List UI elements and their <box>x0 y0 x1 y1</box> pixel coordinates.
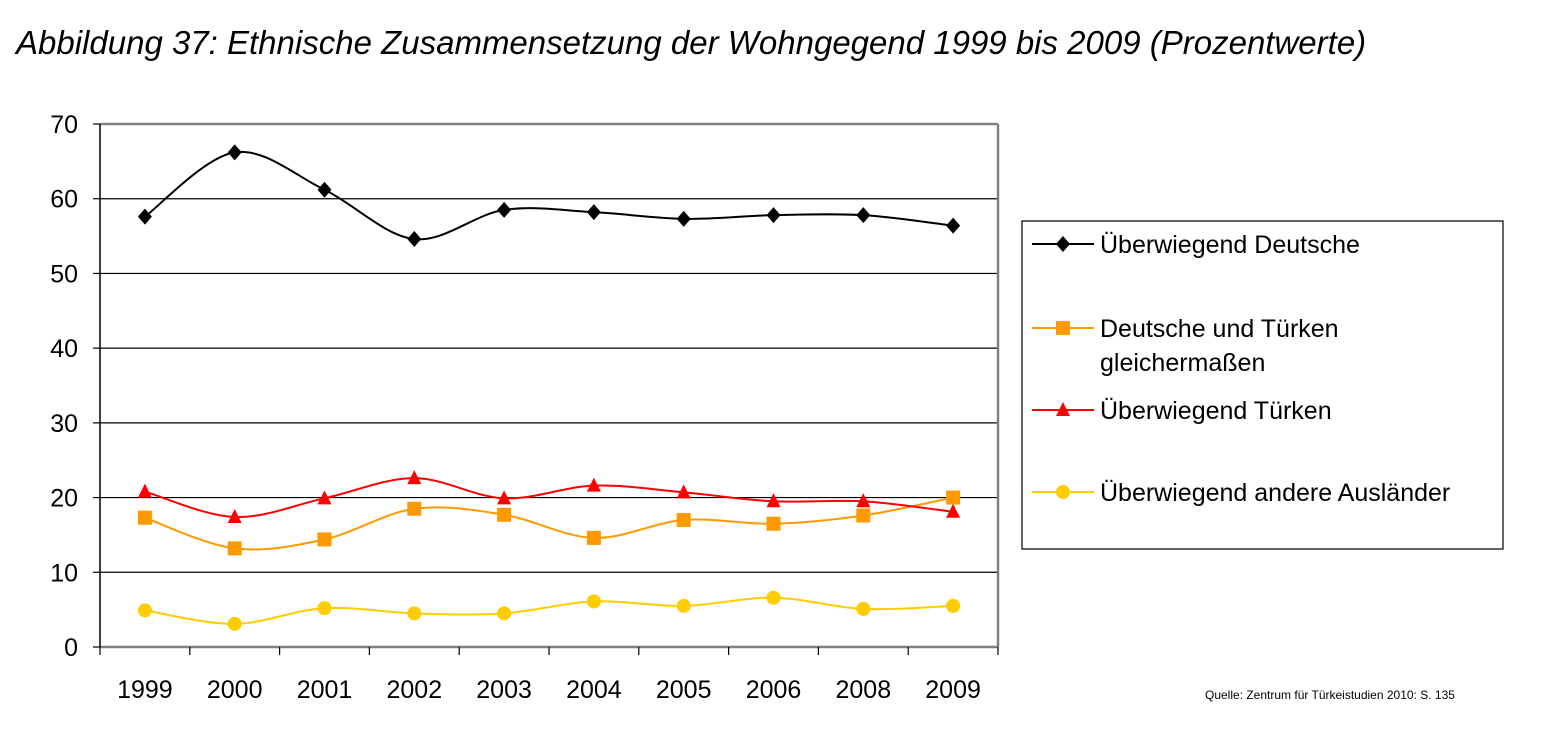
data-point-triangle <box>317 490 332 505</box>
legend-label: Überwiegend andere Ausländer <box>1100 479 1450 507</box>
data-point-diamond <box>586 204 601 221</box>
y-tick-label: 0 <box>64 634 78 662</box>
x-tick-label: 2003 <box>476 676 532 704</box>
legend-label: Überwiegend Türken <box>1100 397 1332 425</box>
data-point-diamond <box>676 210 691 227</box>
data-point-diamond <box>497 201 512 218</box>
chart-title: Abbildung 37: Ethnische Zusammensetzung … <box>16 24 1367 61</box>
data-point-diamond <box>766 207 781 224</box>
data-point-square <box>766 516 781 531</box>
data-point-circle <box>497 606 512 621</box>
y-tick-label: 20 <box>50 485 78 513</box>
legend-marker-diamond <box>1056 236 1070 252</box>
legend-label: gleichermaßen <box>1100 349 1265 377</box>
data-point-triangle <box>137 483 152 498</box>
series-line-1 <box>144 496 954 551</box>
data-point-circle <box>676 598 691 613</box>
x-tick-label: 1999 <box>117 676 173 704</box>
data-point-square <box>856 508 871 523</box>
x-tick-label: 2000 <box>207 676 263 704</box>
data-point-triangle <box>497 490 512 505</box>
data-point-square <box>317 532 332 547</box>
series-line-3 <box>144 596 954 625</box>
series-line-2 <box>144 477 954 519</box>
data-point-diamond <box>137 208 152 225</box>
data-point-square <box>227 541 242 556</box>
series-line-0 <box>144 150 954 241</box>
legend-marker-square <box>1056 321 1070 335</box>
data-point-square <box>497 507 512 522</box>
y-tick-label: 70 <box>50 111 78 139</box>
data-point-triangle <box>946 503 961 518</box>
x-tick-label: 2004 <box>566 676 622 704</box>
data-point-circle <box>317 601 332 616</box>
source-note: Quelle: Zentrum für Türkeistudien 2010: … <box>1205 688 1455 702</box>
data-point-square <box>407 501 422 516</box>
data-point-triangle <box>856 493 871 508</box>
data-point-square <box>586 530 601 545</box>
legend-label: Deutsche und Türken <box>1100 315 1339 343</box>
data-point-circle <box>137 603 152 618</box>
data-point-circle <box>946 598 961 613</box>
x-tick-label: 2005 <box>656 676 712 704</box>
x-tick-label: 2008 <box>835 676 891 704</box>
data-point-diamond <box>227 144 242 161</box>
data-point-circle <box>227 616 242 631</box>
data-point-diamond <box>407 231 422 248</box>
x-tick-label: 2001 <box>297 676 353 704</box>
data-point-square <box>946 490 961 505</box>
data-point-circle <box>856 601 871 616</box>
data-point-circle <box>766 590 781 605</box>
data-point-diamond <box>856 207 871 224</box>
data-point-circle <box>586 594 601 609</box>
legend-marker-circle <box>1056 485 1070 499</box>
data-point-triangle <box>407 470 422 485</box>
y-tick-label: 50 <box>50 260 78 288</box>
y-tick-label: 40 <box>50 335 78 363</box>
data-point-triangle <box>227 508 242 523</box>
data-point-diamond <box>317 181 332 198</box>
data-point-circle <box>407 606 422 621</box>
data-point-square <box>676 512 691 527</box>
x-tick-label: 2009 <box>925 676 981 704</box>
y-tick-label: 10 <box>50 559 78 587</box>
y-tick-label: 60 <box>50 186 78 214</box>
y-tick-label: 30 <box>50 410 78 438</box>
data-point-diamond <box>946 217 961 234</box>
legend-box <box>1021 220 1504 550</box>
data-point-triangle <box>676 484 691 499</box>
x-tick-label: 2002 <box>386 676 442 704</box>
data-point-square <box>137 510 152 525</box>
data-point-triangle <box>766 493 781 508</box>
x-tick-label: 2006 <box>746 676 802 704</box>
legend-marker-triangle <box>1056 402 1070 416</box>
legend-label: Überwiegend Deutsche <box>1100 231 1360 259</box>
data-point-triangle <box>586 477 601 492</box>
